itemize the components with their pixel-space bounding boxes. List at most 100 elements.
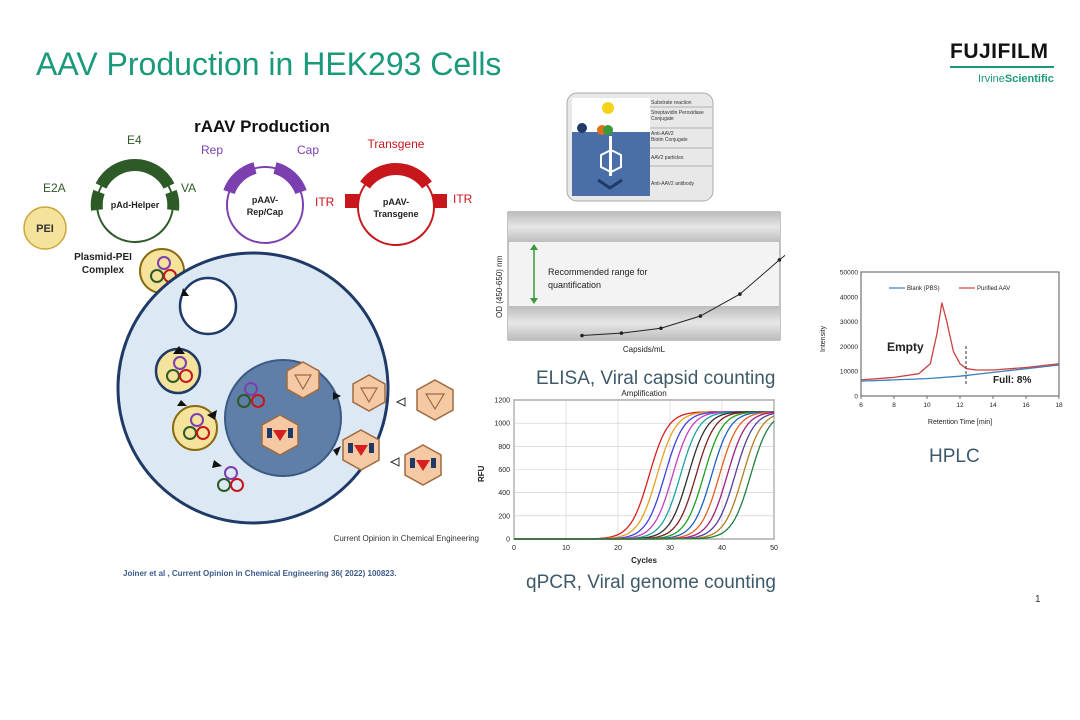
pei-circle (23, 206, 67, 250)
hplc-xtick: 14 (989, 402, 997, 409)
citation: Joiner et al , Current Opinion in Chemic… (123, 569, 397, 578)
repcap-name-1: pAAV- (252, 195, 278, 205)
elisa-annotation-1: Recommended range for (548, 267, 648, 277)
hplc-ytick: 50000 (840, 270, 858, 277)
pAAV-transgene-plasmid: pAAV- Transgene Transgene ITR ITR (315, 137, 473, 246)
elisa-annotation-2: quantification (548, 280, 601, 290)
elisa-legend-0: Substrate reaction (651, 100, 692, 106)
flow-arrows (173, 288, 341, 468)
qpcr-ylabel: RFU (477, 465, 486, 482)
elisa-point-2 (659, 326, 663, 331)
hplc-xtick: 10 (923, 402, 931, 409)
logo-sub-bold: Scientific (1004, 73, 1054, 85)
diagram-source: Current Opinion in Chemical Engineering (334, 534, 479, 543)
nuclear-plasmids (237, 382, 265, 408)
logo-sub-plain: Irvine (978, 73, 1005, 85)
complex-cytoplasm (172, 405, 218, 451)
elisa-point-1 (619, 331, 624, 335)
empty-capsid-cytoplasm (352, 374, 386, 412)
hplc-ytick: 0 (854, 394, 858, 401)
qpcr-xtick: 20 (614, 545, 622, 552)
slide-title: AAV Production in HEK293 Cells (36, 46, 502, 82)
hplc-ytick: 20000 (840, 344, 858, 351)
qpcr-series (514, 410, 775, 540)
hplc-xtick: 8 (892, 402, 896, 409)
release-arrows (389, 397, 406, 467)
elisa-point-0 (580, 333, 584, 338)
transgene-itr-left: ITR (315, 195, 335, 209)
hplc-ytick: 10000 (840, 369, 858, 376)
qpcr-title: Amplification (621, 389, 666, 398)
range-arrow-down (530, 298, 538, 304)
complex-label-1: Plasmid-PEI (74, 252, 132, 263)
elisa-legend-2: Conjugate (651, 116, 674, 122)
elisa-legend-1: Streptavidin Peroxidase (651, 110, 704, 116)
hplc-ylabel: Intensity (820, 325, 827, 352)
repcap-label-cap: Cap (297, 143, 319, 157)
range-arrow-up (530, 244, 538, 250)
elisa-assay-illustration: Substrate reaction Streptavidin Peroxida… (566, 92, 714, 202)
hplc-legend-aav: Purified AAV (977, 286, 1010, 292)
endosome-vesicle (178, 276, 238, 336)
pad-helper-plasmid: pAd-Helper E4 E2A VA (43, 133, 196, 243)
elisa-xlabel: Capsids/mL (623, 345, 666, 354)
production-heading: rAAV Production (194, 117, 330, 136)
hplc-series-0 (860, 364, 1060, 382)
pAAV-repcap-plasmid: pAAV- Rep/Cap Rep Cap (201, 143, 319, 244)
qpcr-ytick: 600 (498, 467, 510, 474)
repcap-name-2: Rep/Cap (247, 207, 284, 217)
hplc-annotation-full: Full: 8% (993, 375, 1031, 386)
hplc-yticks: 0 10000 20000 30000 40000 50000 (840, 270, 858, 401)
transgene-name-1: pAAV- (383, 197, 409, 207)
elisa-caption: ELISA, Viral capsid counting (536, 368, 776, 389)
logo-divider (950, 66, 1054, 68)
hplc-legend-blank: Blank (PBS) (907, 286, 940, 292)
hplc-xtick: 12 (956, 402, 964, 409)
sun-icon (602, 102, 614, 114)
elisa-chart: Recommended range for quantification OD … (495, 211, 785, 354)
elisa-point-4 (738, 292, 742, 296)
full-capsid-nucleus (261, 414, 299, 456)
qpcr-xlabel: Cycles (631, 556, 657, 565)
hplc-xtick: 16 (1022, 402, 1030, 409)
irvine-scientific-logo: IrvineScientific (978, 73, 1054, 85)
complex-label-2: Complex (82, 265, 125, 276)
helper-name: pAd-Helper (111, 200, 160, 210)
legend-lines (650, 106, 712, 167)
qpcr-ytick: 200 (498, 513, 510, 520)
hplc-series-1 (860, 302, 1060, 381)
repcap-label-rep: Rep (201, 143, 223, 157)
qpcr-ytick: 0 (506, 537, 510, 544)
fujifilm-logo: FUJIFILM (950, 40, 1049, 63)
qpcr-xticks: 0 10 20 30 40 50 (512, 545, 778, 552)
hplc-xtick: 6 (859, 402, 863, 409)
qpcr-chart: 0 200 400 600 800 1000 1200 0 10 20 30 40 50 Amplif… (477, 389, 778, 565)
elisa-ylabel: OD (450-650) nm (495, 255, 504, 318)
hplc-ytick: 40000 (840, 294, 858, 301)
helper-label-e2a: E2A (43, 181, 66, 195)
elisa-points (580, 258, 782, 338)
elisa-point-5 (777, 258, 782, 262)
peroxidase-icon (577, 123, 587, 133)
qpcr-caption: qPCR, Viral genome counting (526, 572, 776, 593)
hplc-xlabel: Retention Time [min] (928, 419, 992, 426)
qpcr-xtick: 0 (512, 545, 516, 552)
elisa-legend-6: Anti-AAV2 antibody (651, 181, 694, 187)
elisa-point-3 (698, 314, 703, 318)
hplc-series (860, 302, 1060, 382)
elisa-lower-band (508, 306, 780, 340)
full-capsid-cytoplasm (342, 429, 380, 471)
empty-capsid-released (416, 379, 454, 421)
elisa-legend-3: Anti-AAV2 (651, 131, 674, 137)
page-number: 1 (1035, 594, 1041, 605)
elisa-legend-5: AAV2 particles (651, 155, 684, 161)
qpcr-series-13 (514, 420, 775, 540)
transgene-label: Transgene (368, 137, 425, 151)
hplc-plot-frame (860, 271, 1060, 397)
qpcr-yticks: 0 200 400 600 800 1000 1200 (494, 398, 510, 544)
hplc-xtick: 18 (1055, 402, 1063, 409)
qpcr-ytick: 400 (498, 490, 510, 497)
elisa-upper-band (508, 212, 780, 242)
qpcr-xtick: 30 (666, 545, 674, 552)
